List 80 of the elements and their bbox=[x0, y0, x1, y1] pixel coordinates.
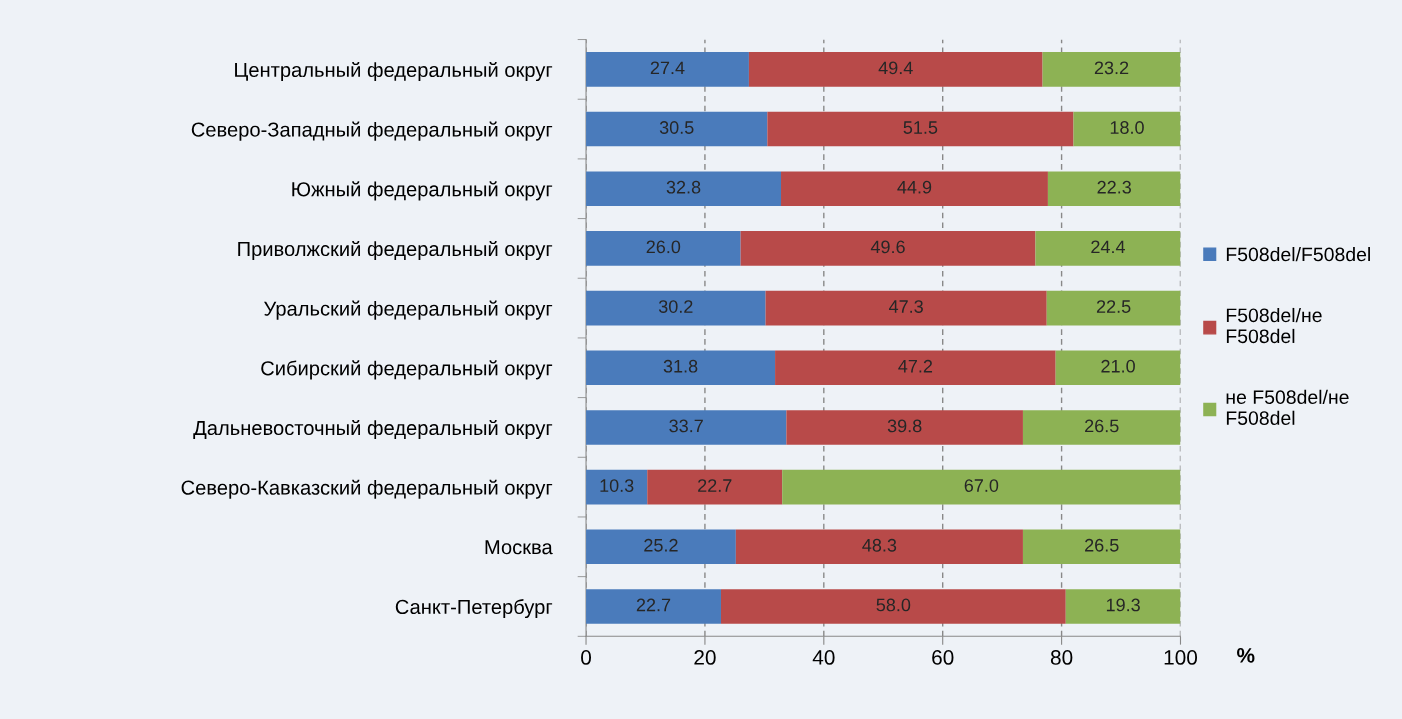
data-label: 47.3 bbox=[888, 300, 923, 313]
data-label: 25.2 bbox=[644, 538, 678, 552]
data-label: 23.2 bbox=[1094, 61, 1129, 75]
bar bbox=[767, 111, 1074, 147]
data-label: 22.5 bbox=[1096, 300, 1131, 313]
bar bbox=[786, 410, 1023, 445]
data-label: 67.0 bbox=[964, 479, 999, 492]
bar bbox=[1046, 290, 1181, 326]
x-tick-label: 40 bbox=[812, 650, 835, 665]
data-label: 32.8 bbox=[666, 180, 701, 194]
bar bbox=[1047, 171, 1181, 207]
y-tick-label: Дальневосточный федеральный округ bbox=[193, 419, 553, 440]
data-label: 26.5 bbox=[1085, 419, 1119, 433]
bar bbox=[586, 410, 787, 445]
bar bbox=[765, 290, 1047, 326]
data-label: 21.0 bbox=[1101, 359, 1135, 373]
x-tick-label: 80 bbox=[1050, 650, 1073, 665]
bar bbox=[781, 171, 1048, 207]
bar bbox=[586, 231, 741, 266]
bar bbox=[1022, 529, 1181, 565]
y-tick-label: Северо-Кавказский федеральный округ bbox=[181, 479, 553, 499]
x-tick-label: 100 bbox=[1164, 650, 1198, 665]
bar bbox=[586, 290, 766, 326]
data-label: 58.0 bbox=[876, 598, 911, 612]
data-label: 18.0 bbox=[1110, 121, 1144, 134]
legend-label: F508del/F508del bbox=[1226, 247, 1370, 262]
bar bbox=[586, 171, 782, 207]
y-tick-label: Санкт-Петербург bbox=[395, 599, 553, 619]
data-label: 10.3 bbox=[600, 479, 634, 492]
y-tick-label: Уральский федеральный округ bbox=[264, 300, 553, 320]
data-label: 22.7 bbox=[698, 479, 732, 492]
data-label: 44.9 bbox=[897, 180, 932, 194]
legend-label: не F508del/не F508del bbox=[1226, 389, 1349, 425]
data-label: 49.4 bbox=[878, 61, 913, 75]
bar bbox=[1073, 111, 1181, 147]
bar bbox=[782, 469, 1181, 505]
data-label: 26.5 bbox=[1085, 538, 1119, 552]
data-label: 27.4 bbox=[650, 61, 685, 75]
y-tick-label: Северо-Западный федеральный округ bbox=[191, 121, 553, 141]
bar bbox=[1022, 410, 1181, 445]
bar bbox=[586, 350, 776, 386]
bar bbox=[586, 111, 768, 147]
data-label: 47.2 bbox=[898, 359, 933, 373]
bar bbox=[775, 350, 1056, 386]
y-tick-label: Центральный федеральный округ bbox=[235, 61, 553, 82]
bar bbox=[586, 469, 648, 505]
bar bbox=[1055, 350, 1181, 386]
data-label: 33.7 bbox=[669, 419, 703, 433]
x-tick-label: 20 bbox=[694, 650, 716, 665]
data-label: 49.6 bbox=[870, 240, 905, 254]
bar bbox=[1035, 231, 1181, 266]
data-label: 51.5 bbox=[903, 121, 938, 134]
x-tick-label: 60 bbox=[932, 650, 954, 665]
text: % bbox=[1237, 648, 1255, 663]
data-label: 31.8 bbox=[663, 359, 698, 373]
bar bbox=[720, 589, 1066, 624]
y-tick-label: Приволжский федеральный округ bbox=[238, 240, 553, 261]
bar bbox=[586, 529, 736, 565]
y-tick-label: Сибирский федеральный округ bbox=[261, 360, 553, 380]
legend-label: F508del/не F508del bbox=[1226, 307, 1322, 344]
data-label: 22.7 bbox=[636, 598, 671, 612]
data-label: 22.3 bbox=[1097, 180, 1131, 194]
bar bbox=[1065, 589, 1181, 624]
data-label: 39.8 bbox=[887, 419, 922, 433]
data-label: 24.4 bbox=[1091, 240, 1126, 254]
bar bbox=[647, 469, 783, 505]
y-tick-label: Москва bbox=[485, 540, 553, 555]
x-tick-label: 0 bbox=[581, 650, 592, 665]
data-label: 26.0 bbox=[646, 240, 681, 254]
bar bbox=[1042, 52, 1181, 87]
data-label: 19.3 bbox=[1106, 598, 1140, 612]
bar bbox=[735, 529, 1023, 565]
bar bbox=[740, 231, 1036, 266]
y-tick-label: Южный федеральный округ bbox=[292, 181, 553, 201]
bar bbox=[586, 589, 721, 624]
bar bbox=[586, 52, 749, 87]
data-label: 48.3 bbox=[862, 538, 897, 552]
data-label: 30.2 bbox=[658, 300, 693, 313]
data-label: 30.5 bbox=[659, 121, 694, 134]
bar bbox=[748, 52, 1043, 87]
